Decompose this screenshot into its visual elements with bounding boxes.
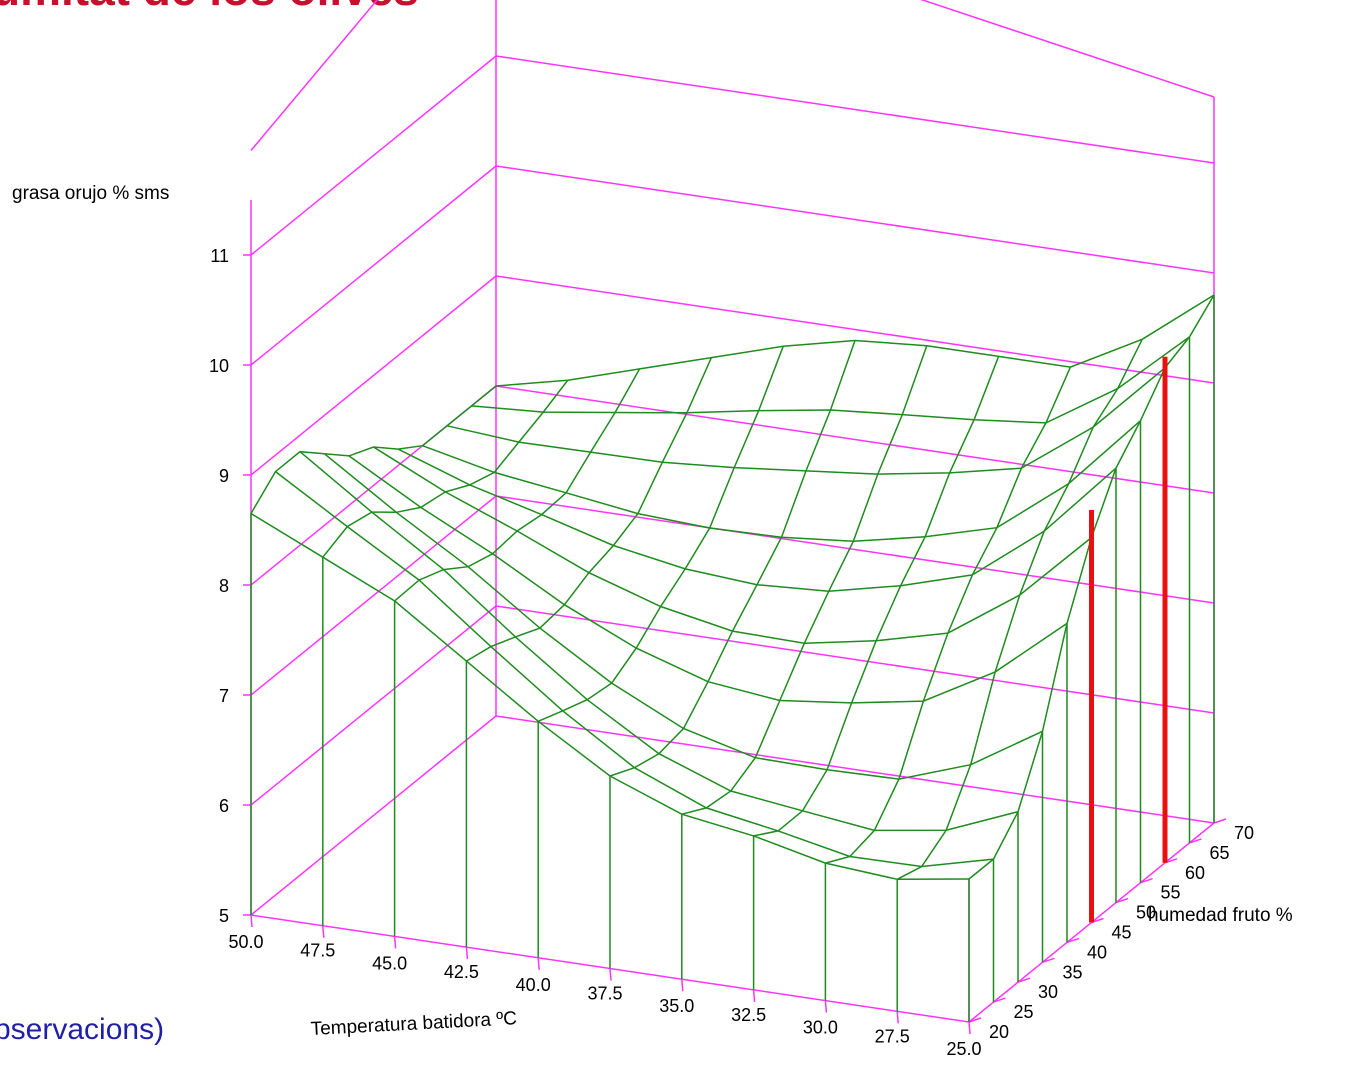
z-tick-label: 10 xyxy=(209,356,229,376)
surface-column-line xyxy=(466,357,713,662)
surface-row-line xyxy=(373,446,1092,645)
y-tick-label: 35 xyxy=(1063,962,1083,982)
x-tick-label: 45.0 xyxy=(372,953,407,973)
back-wall-gridline xyxy=(495,55,1215,164)
x-tick-label: 25.0 xyxy=(946,1039,981,1059)
axis-box xyxy=(243,0,1227,1035)
slide-footer: bservacions) xyxy=(0,1013,165,1046)
back-wall-gridline xyxy=(495,385,1215,494)
back-wall-gridline xyxy=(495,165,1215,274)
back-left-wall-gridline xyxy=(250,495,497,696)
surface-column-line xyxy=(537,346,784,722)
y-axis-tick xyxy=(968,1017,982,1023)
y-tick-label: 50 xyxy=(1136,903,1156,923)
y-tick-label: 55 xyxy=(1161,883,1181,903)
z-tick-label: 9 xyxy=(219,466,229,486)
y-axis-tick xyxy=(1140,877,1153,884)
z-tick-label: 5 xyxy=(219,906,229,926)
surface-column-line xyxy=(609,340,856,777)
back-left-wall-top xyxy=(250,0,379,151)
surface-row-line xyxy=(446,367,1166,475)
y-axis-tick xyxy=(1042,957,1055,964)
y-tick-label: 30 xyxy=(1038,982,1058,1002)
x-axis-tick xyxy=(537,957,540,970)
x-axis-tick xyxy=(896,1011,899,1024)
y-axis-tick xyxy=(1213,818,1227,824)
back-left-wall-gridline xyxy=(250,605,497,806)
surface-row-line xyxy=(422,420,1141,543)
surface-column-line xyxy=(322,379,569,558)
x-tick-label: 32.5 xyxy=(731,1005,766,1025)
y-tick-label: 40 xyxy=(1087,942,1107,962)
x-tick-label: 37.5 xyxy=(587,984,622,1004)
y-axis-tick xyxy=(1189,838,1202,844)
y-tick-label: 25 xyxy=(1014,1002,1034,1022)
surface-column-line xyxy=(681,345,928,815)
back-wall-gridline xyxy=(495,605,1215,714)
x-axis-tick xyxy=(752,989,756,1002)
axis-labels: 50.0 47.5 45.0 42.5 40.0 37.5 35.0 32.5 30.0 27.5… xyxy=(209,246,1254,1059)
z-tick-label: 7 xyxy=(219,686,229,706)
back-left-wall-gridline xyxy=(250,275,497,476)
x-tick-label: 30.0 xyxy=(803,1018,838,1038)
surface-column-line xyxy=(394,368,641,602)
back-left-wall-gridline xyxy=(250,165,497,366)
x-tick-label: 40.0 xyxy=(516,975,551,995)
y-axis-tick xyxy=(1115,897,1129,904)
y-axis-tick xyxy=(1066,937,1080,944)
y-axis-title: humedad fruto % xyxy=(1148,905,1293,926)
x-axis-tick xyxy=(250,914,253,928)
back-wall-gridline xyxy=(495,495,1215,604)
back-left-wall-gridline xyxy=(250,55,497,256)
x-axis-tick xyxy=(393,936,397,949)
back-wall-gridline xyxy=(495,275,1215,384)
x-tick-label: 27.5 xyxy=(875,1026,910,1046)
x-tick-label: 35.0 xyxy=(659,996,694,1016)
surface-column-line xyxy=(753,356,1000,837)
z-axis-title: grasa orujo % sms xyxy=(12,183,169,204)
x-tick-label: 50.0 xyxy=(228,932,263,952)
y-tick-label: 65 xyxy=(1210,843,1230,863)
x-axis-tick xyxy=(681,979,684,992)
x-axis-title: Temperatura batidora ºC xyxy=(310,1008,517,1040)
z-tick-label: 11 xyxy=(210,246,229,266)
surface-column-line xyxy=(825,366,1072,864)
back-wall-gridline xyxy=(495,715,1215,824)
back-wall-top xyxy=(920,0,1215,98)
surface-mesh xyxy=(250,294,1215,1022)
x-axis-tick xyxy=(609,968,612,981)
y-axis-tick xyxy=(993,997,1006,1003)
y-tick-label: 20 xyxy=(989,1022,1009,1042)
x-axis-tick xyxy=(322,925,325,938)
surface-row-line xyxy=(348,455,1068,704)
x-tick-label: 47.5 xyxy=(300,941,335,961)
x-tick-label: 42.5 xyxy=(444,962,479,982)
z-tick-label: 6 xyxy=(219,796,229,816)
surface-column-line xyxy=(896,338,1143,880)
surface-row-line xyxy=(299,451,1019,832)
observation-markers xyxy=(1089,356,1168,923)
y-tick-label: 60 xyxy=(1185,863,1205,883)
z-tick-label: 8 xyxy=(219,576,229,596)
surface-row-line xyxy=(324,453,1043,780)
x-axis-tick xyxy=(824,1000,828,1013)
surface-column-line xyxy=(250,385,497,514)
slide-title: umitat de los olives xyxy=(0,0,419,12)
back-left-wall-gridline xyxy=(250,715,497,916)
y-tick-label: 70 xyxy=(1234,823,1254,843)
y-axis-tick xyxy=(1017,977,1031,983)
y-tick-label: 45 xyxy=(1112,923,1132,943)
x-axis-tick xyxy=(968,1021,971,1035)
x-axis-tick xyxy=(465,947,469,960)
